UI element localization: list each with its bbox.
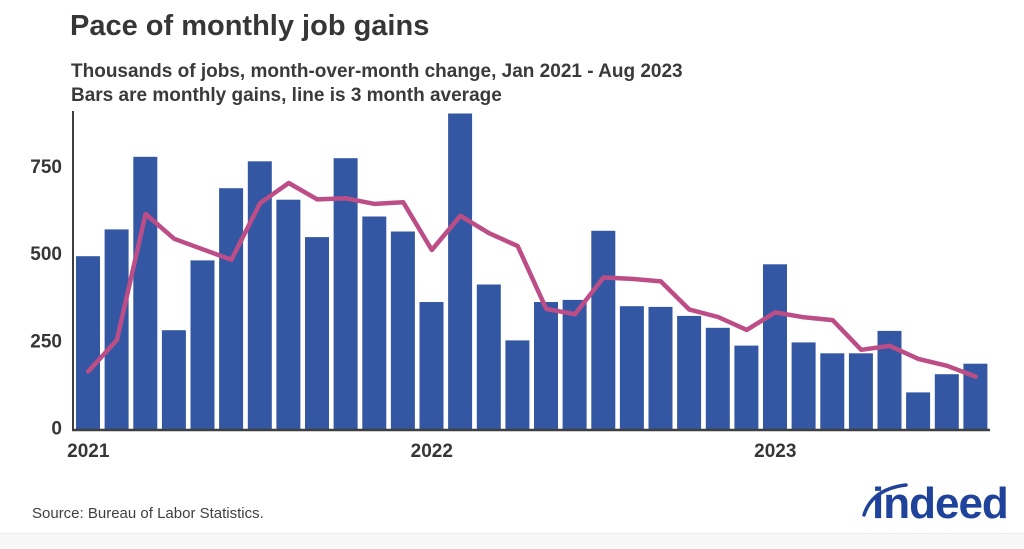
- bar-Jul-2023: [934, 374, 959, 429]
- bar-Jul-2021: [247, 161, 272, 430]
- bar-Sep-2022: [648, 306, 673, 429]
- bar-May-2022: [534, 302, 558, 429]
- monthly-job-gains-chart: 0 250 500 750 2021 2022 2023: [30, 111, 990, 462]
- x-tick-label-2021: 2021: [67, 441, 110, 462]
- bar-Feb-2023: [791, 342, 816, 429]
- bar-Oct-2021: [333, 158, 358, 429]
- bar-Jun-2023: [906, 392, 931, 429]
- bar-Apr-2021: [161, 330, 186, 429]
- y-tick-label: 250: [30, 331, 62, 352]
- bar-Apr-2023: [848, 353, 873, 429]
- bar-Mar-2022: [476, 284, 501, 429]
- chart-title: Pace of monthly job gains: [70, 10, 430, 42]
- chart-subtitle-line-2: Bars are monthly gains, line is 3 month …: [71, 85, 502, 106]
- bar-Oct-2022: [677, 315, 702, 429]
- bar-Feb-2022: [448, 113, 473, 429]
- y-tick-label: 750: [30, 157, 62, 178]
- bar-Jan-2023: [763, 264, 787, 429]
- bar-Jun-2021: [219, 188, 244, 429]
- chart-subtitle-line-1: Thousands of jobs, month-over-month chan…: [71, 61, 683, 82]
- bar-Nov-2022: [705, 327, 730, 429]
- x-tick-label-2022: 2022: [411, 441, 453, 462]
- y-tick-label: 0: [51, 419, 62, 440]
- bar-Aug-2022: [619, 306, 644, 429]
- bar-Dec-2022: [734, 345, 759, 429]
- bottom-strip: [0, 533, 1024, 549]
- bar-Jan-2021: [76, 256, 100, 429]
- bar-Aug-2021: [276, 199, 301, 429]
- indeed-logo: indeed: [856, 477, 1012, 531]
- bar-Apr-2022: [505, 340, 530, 429]
- bar-Sep-2021: [305, 237, 329, 429]
- indeed-logo-text: indeed: [872, 479, 1009, 528]
- bar-Jun-2022: [562, 299, 587, 429]
- bar-Mar-2023: [820, 353, 845, 429]
- bar-Mar-2021: [133, 156, 158, 430]
- chart-subtitle: Thousands of jobs, month-over-month chan…: [71, 60, 683, 108]
- indeed-swoosh-icon: [862, 483, 908, 517]
- x-tick-label-2023: 2023: [754, 441, 796, 462]
- bar-May-2021: [190, 260, 215, 429]
- three-month-average-line: [86, 180, 978, 379]
- bar-Jan-2022: [419, 302, 444, 429]
- bar-Dec-2021: [390, 231, 415, 429]
- bar-Jul-2022: [591, 230, 616, 429]
- source-note: Source: Bureau of Labor Statistics.: [32, 505, 264, 522]
- bar-Feb-2021: [104, 229, 129, 429]
- y-tick-label: 500: [30, 244, 62, 265]
- bar-Nov-2021: [362, 216, 387, 429]
